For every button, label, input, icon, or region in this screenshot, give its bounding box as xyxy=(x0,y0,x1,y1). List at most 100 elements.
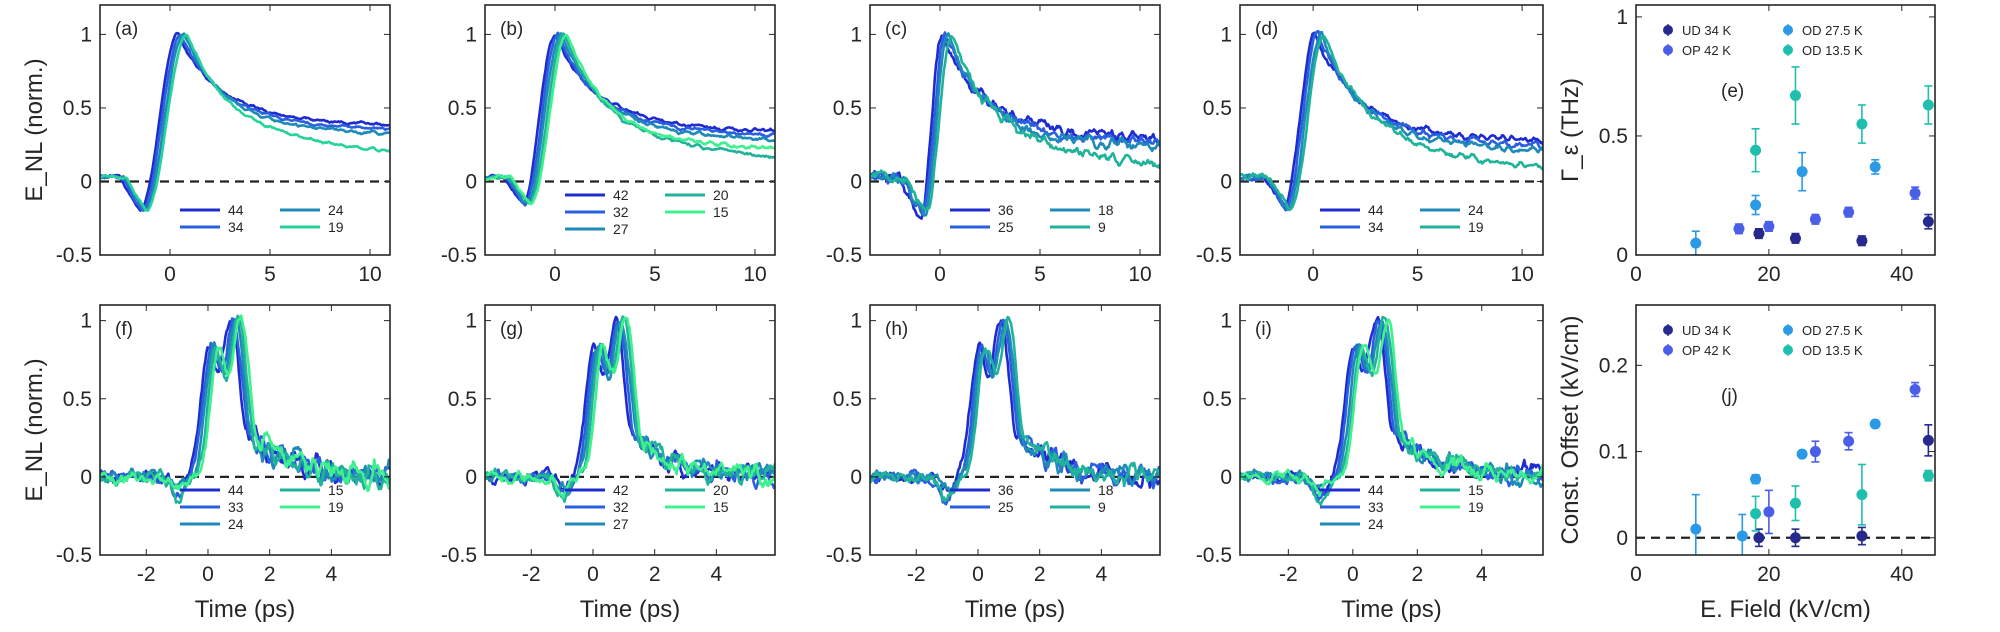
plot-area xyxy=(1690,66,1934,255)
legend-label: 24 xyxy=(1368,516,1384,532)
x-tick-label: 0 xyxy=(1347,563,1359,586)
legend-marker xyxy=(1663,345,1673,355)
legend-label: 25 xyxy=(998,219,1014,235)
data-point xyxy=(1753,532,1765,544)
axes-box xyxy=(484,4,776,256)
legend-marker xyxy=(1783,25,1793,35)
y-tick-label: 0 xyxy=(465,170,477,193)
series-line-19 xyxy=(100,33,390,212)
data-point xyxy=(1843,206,1855,218)
y-tick-label: 1 xyxy=(465,310,477,333)
y-tick-label: 0 xyxy=(1220,466,1232,489)
legend-label: 19 xyxy=(328,499,344,515)
y-tick-label: 0 xyxy=(80,170,92,193)
axes-box xyxy=(1239,4,1544,256)
legend-label: 34 xyxy=(228,219,244,235)
panel-label: (a) xyxy=(115,19,138,40)
legend-label: 34 xyxy=(1368,219,1384,235)
legend-label: 24 xyxy=(328,202,344,218)
x-tick-label: -2 xyxy=(907,563,926,586)
series-line-34 xyxy=(100,33,390,212)
series-line-19 xyxy=(1240,35,1543,212)
data-point xyxy=(1922,99,1934,111)
data-point xyxy=(1796,448,1808,460)
panel-label: (d) xyxy=(1255,19,1278,40)
data-point xyxy=(1909,383,1921,395)
legend-marker xyxy=(1663,325,1673,335)
data-point xyxy=(1809,446,1821,458)
series-line-19 xyxy=(1240,318,1543,497)
y-tick-label: 0.5 xyxy=(448,388,477,411)
x-tick-label: 5 xyxy=(264,263,276,286)
legend-label: 27 xyxy=(613,516,629,532)
data-point xyxy=(1789,89,1801,101)
x-tick-label: 4 xyxy=(326,563,338,586)
legend-label: 42 xyxy=(613,482,629,498)
series-line-25 xyxy=(870,31,1160,217)
x-tick-label: 10 xyxy=(743,263,766,286)
series-line-15 xyxy=(1240,315,1543,506)
y-tick-label: 0.2 xyxy=(1599,354,1628,377)
y-tick-label: -0.5 xyxy=(441,244,477,267)
y-tick-label: 0.1 xyxy=(1599,441,1628,464)
x-axis-label: E. Field (kV/cm) xyxy=(1700,596,1871,623)
data-point xyxy=(1856,489,1868,501)
axes-box xyxy=(99,4,391,256)
data-point xyxy=(1763,220,1775,232)
series-line-18 xyxy=(870,32,1160,217)
data-point xyxy=(1763,506,1775,518)
legend-label: 15 xyxy=(713,204,729,220)
series-line-44 xyxy=(1240,31,1543,207)
legend-label: UD 34 K xyxy=(1682,323,1731,338)
data-point xyxy=(1809,213,1821,225)
series-line-9 xyxy=(870,315,1160,503)
x-tick-label: 10 xyxy=(1510,263,1533,286)
y-tick-label: 0 xyxy=(1616,527,1628,550)
x-axis-label: Time (ps) xyxy=(195,596,295,623)
x-tick-label: 4 xyxy=(1096,563,1108,586)
x-tick-label: 20 xyxy=(1757,563,1780,586)
legend-label: OP 42 K xyxy=(1682,43,1731,58)
legend-marker xyxy=(1783,325,1793,335)
axes-box xyxy=(1635,304,1936,556)
y-axis-label: Γ_ε (THz) xyxy=(1557,78,1584,182)
x-tick-label: 2 xyxy=(649,563,661,586)
series-line-24 xyxy=(1240,30,1543,212)
x-tick-label: 2 xyxy=(1411,563,1423,586)
x-tick-label: -2 xyxy=(1279,563,1298,586)
legend-label: 36 xyxy=(998,202,1014,218)
x-axis-label: Time (ps) xyxy=(965,596,1065,623)
y-tick-label: 0.5 xyxy=(1203,388,1232,411)
data-point xyxy=(1909,187,1921,199)
data-point xyxy=(1789,532,1801,544)
x-tick-label: 0 xyxy=(972,563,984,586)
series-line-24 xyxy=(100,32,390,212)
series-line-15 xyxy=(485,34,775,206)
series-line-20 xyxy=(485,32,775,205)
axes-box xyxy=(1635,4,1936,256)
data-point xyxy=(1736,530,1748,542)
plot-area xyxy=(100,314,390,505)
legend-label: 18 xyxy=(1098,202,1114,218)
data-point xyxy=(1690,523,1702,535)
data-point xyxy=(1789,497,1801,509)
panel-e: UD 34 K OP 42 K OD 27.5 K OD 13.5 K 0 20 40 0 0.… xyxy=(1557,4,1936,286)
data-point xyxy=(1750,508,1762,520)
legend-label: 42 xyxy=(613,187,629,203)
legend-label: 33 xyxy=(228,499,244,515)
y-tick-label: 0.5 xyxy=(63,388,92,411)
legend-label: 15 xyxy=(328,482,344,498)
y-tick-label: 1 xyxy=(1616,6,1628,29)
data-point xyxy=(1856,118,1868,130)
y-tick-label: 0.5 xyxy=(1203,97,1232,120)
panel-label: (c) xyxy=(885,19,907,40)
legend-label: 20 xyxy=(713,482,729,498)
x-tick-label: 10 xyxy=(1128,263,1151,286)
y-tick-label: 0.5 xyxy=(833,97,862,120)
x-tick-label: 5 xyxy=(649,263,661,286)
